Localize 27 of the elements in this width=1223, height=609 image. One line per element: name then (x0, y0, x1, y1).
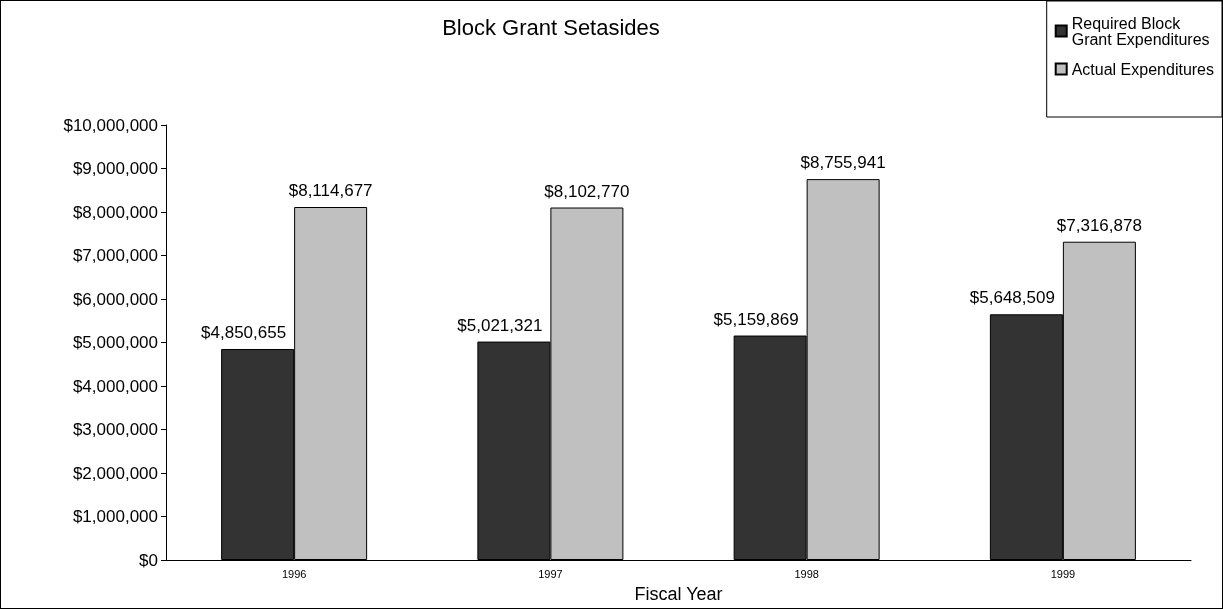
y-tick-label: $6,000,000 (72, 289, 158, 309)
data-label: $8,114,677 (288, 181, 373, 201)
y-tick-label: $7,000,000 (72, 246, 158, 265)
data-label: $5,159,869 (713, 309, 799, 329)
y-tick-label: $3,000,000 (72, 420, 158, 439)
y-tick-label: $9,000,000 (72, 159, 158, 178)
y-tick-label: $4,000,000 (72, 376, 158, 396)
y-tick-label: $5,000,000 (72, 333, 158, 352)
legend-label: Required Block Grant Expenditures (1071, 14, 1210, 48)
y-tick-label: $10,000,000 (63, 115, 158, 135)
data-label: $4,850,655 (201, 323, 287, 342)
x-tick-label: 1999 (1050, 567, 1076, 580)
data-label: $8,755,941 (800, 153, 886, 173)
x-tick-label: 1996 (281, 567, 307, 580)
legend-label: Actual Expenditures (1071, 60, 1215, 78)
y-tick-label: $0 (139, 550, 158, 570)
x-tick-label: 1997 (538, 567, 563, 580)
x-axis-title: Fiscal Year (634, 584, 723, 604)
y-tick-label: $8,000,000 (72, 202, 158, 222)
data-label: $5,648,509 (969, 288, 1055, 308)
x-tick-label: 1998 (794, 567, 819, 580)
chart-title: Block Grant Setasides (442, 14, 660, 40)
y-tick-label: $2,000,000 (72, 463, 158, 483)
data-label: $5,021,321 (457, 315, 543, 335)
data-label: $7,316,878 (1056, 215, 1142, 235)
y-tick-label: $1,000,000 (72, 507, 158, 526)
data-label: $8,102,770 (544, 181, 630, 201)
